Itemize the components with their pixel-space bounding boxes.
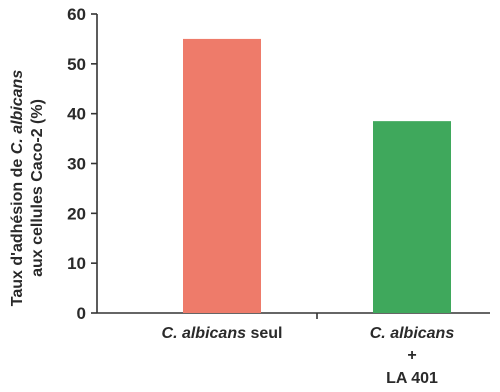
category-species: C. albicans xyxy=(370,325,455,342)
bar-2 xyxy=(373,121,451,314)
bar-1 xyxy=(183,38,261,314)
category-strain: LA 401 xyxy=(386,370,438,387)
y-tick-label: 60 xyxy=(67,5,86,24)
category-label-2: C. albicans xyxy=(370,325,455,342)
y-tick-label: 10 xyxy=(67,254,86,273)
y-axis-title: Taux d'adhésion de C. albicans aux cellu… xyxy=(9,70,46,307)
y-tick-label: 20 xyxy=(67,204,86,223)
category-labels: C. albicans seul C. albicans+LA 401 xyxy=(162,325,455,387)
category-label-1: C. albicans seul xyxy=(162,325,283,342)
y-axis-title-line2: aux cellules Caco-2 (%) xyxy=(29,99,46,277)
y-axis: 0 10 20 30 40 50 60 xyxy=(67,5,98,323)
category-plus: + xyxy=(407,347,416,364)
bars xyxy=(183,38,451,314)
x-axis xyxy=(97,312,490,319)
y-tick-label: 30 xyxy=(67,155,86,174)
category-species: C. albicans xyxy=(162,325,247,342)
y-tick-label: 40 xyxy=(67,105,86,124)
y-tick-label: 0 xyxy=(77,304,86,323)
y-axis-title-line1: Taux d'adhésion de C. albicans xyxy=(9,70,26,307)
category-suffix: seul xyxy=(246,325,282,342)
y-tick-label: 50 xyxy=(67,55,86,74)
y-ticks: 0 10 20 30 40 50 60 xyxy=(67,5,97,323)
